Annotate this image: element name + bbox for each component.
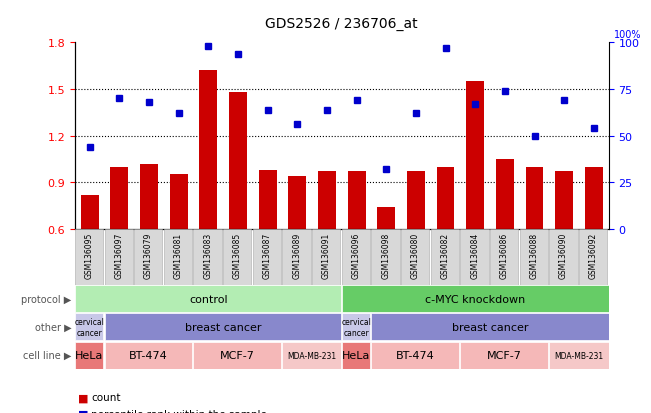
Text: protocol ▶: protocol ▶ bbox=[21, 294, 72, 304]
Bar bbox=[229, 93, 247, 229]
Text: GSM136086: GSM136086 bbox=[500, 232, 509, 278]
Bar bbox=[555, 172, 573, 229]
Bar bbox=[75, 342, 104, 369]
Text: breast cancer: breast cancer bbox=[185, 322, 262, 332]
Bar bbox=[460, 229, 488, 285]
Bar bbox=[348, 172, 365, 229]
Text: HeLa: HeLa bbox=[75, 350, 104, 360]
Text: GSM136092: GSM136092 bbox=[589, 232, 598, 278]
Text: cervical
cancer: cervical cancer bbox=[342, 318, 372, 337]
Text: ■: ■ bbox=[78, 392, 89, 402]
Text: breast cancer: breast cancer bbox=[452, 322, 529, 332]
Text: cell line ▶: cell line ▶ bbox=[23, 350, 72, 360]
Bar bbox=[199, 71, 217, 229]
Text: GSM136082: GSM136082 bbox=[441, 232, 449, 278]
Bar bbox=[549, 229, 577, 285]
Text: GSM136081: GSM136081 bbox=[174, 232, 182, 278]
Bar bbox=[490, 229, 518, 285]
Bar bbox=[75, 229, 103, 285]
Bar bbox=[519, 229, 548, 285]
Bar bbox=[342, 285, 609, 313]
Text: MCF-7: MCF-7 bbox=[220, 350, 255, 360]
Text: GSM136091: GSM136091 bbox=[322, 232, 331, 278]
Bar bbox=[288, 177, 306, 229]
Text: HeLa: HeLa bbox=[342, 350, 370, 360]
Text: GSM136088: GSM136088 bbox=[529, 232, 538, 278]
Bar bbox=[466, 82, 484, 229]
Text: other ▶: other ▶ bbox=[35, 322, 72, 332]
Text: 100%: 100% bbox=[614, 30, 641, 40]
Text: GSM136080: GSM136080 bbox=[411, 232, 420, 278]
Bar bbox=[111, 167, 128, 229]
Bar bbox=[525, 167, 544, 229]
Bar bbox=[283, 342, 340, 369]
Bar bbox=[105, 313, 340, 341]
Text: GSM136085: GSM136085 bbox=[233, 232, 242, 278]
Bar bbox=[170, 175, 187, 229]
Bar bbox=[372, 229, 400, 285]
Text: count: count bbox=[91, 392, 120, 402]
Bar bbox=[193, 342, 281, 369]
Bar bbox=[105, 342, 193, 369]
Bar bbox=[372, 313, 609, 341]
Bar bbox=[134, 229, 162, 285]
Text: GSM136098: GSM136098 bbox=[381, 232, 390, 278]
Bar bbox=[407, 172, 425, 229]
Bar bbox=[223, 229, 251, 285]
Bar bbox=[140, 164, 158, 229]
Bar bbox=[193, 229, 221, 285]
Text: GSM136097: GSM136097 bbox=[115, 232, 123, 278]
Bar bbox=[579, 229, 607, 285]
Text: GSM136096: GSM136096 bbox=[352, 232, 361, 278]
Text: GSM136095: GSM136095 bbox=[85, 232, 94, 278]
Bar bbox=[342, 342, 370, 369]
Text: ■: ■ bbox=[78, 409, 89, 413]
Bar bbox=[75, 313, 104, 341]
Text: percentile rank within the sample: percentile rank within the sample bbox=[91, 409, 267, 413]
Text: GDS2526 / 236706_at: GDS2526 / 236706_at bbox=[266, 17, 418, 31]
Bar bbox=[401, 229, 429, 285]
Text: GSM136079: GSM136079 bbox=[144, 232, 153, 278]
Text: MCF-7: MCF-7 bbox=[487, 350, 522, 360]
Bar bbox=[164, 229, 192, 285]
Bar bbox=[585, 167, 603, 229]
Bar bbox=[431, 229, 459, 285]
Text: MDA-MB-231: MDA-MB-231 bbox=[555, 351, 603, 360]
Bar bbox=[105, 229, 133, 285]
Bar bbox=[312, 229, 340, 285]
Text: GSM136084: GSM136084 bbox=[470, 232, 479, 278]
Text: GSM136087: GSM136087 bbox=[262, 232, 271, 278]
Text: c-MYC knockdown: c-MYC knockdown bbox=[425, 294, 525, 304]
Bar bbox=[342, 229, 370, 285]
Bar bbox=[496, 159, 514, 229]
Text: control: control bbox=[189, 294, 228, 304]
Bar bbox=[81, 195, 98, 229]
Bar bbox=[258, 170, 277, 229]
Text: BT-474: BT-474 bbox=[129, 350, 168, 360]
Text: GSM136083: GSM136083 bbox=[203, 232, 212, 278]
Bar bbox=[318, 172, 336, 229]
Text: MDA-MB-231: MDA-MB-231 bbox=[287, 351, 336, 360]
Bar bbox=[283, 229, 311, 285]
Text: GSM136090: GSM136090 bbox=[559, 232, 568, 278]
Bar bbox=[253, 229, 281, 285]
Bar bbox=[460, 342, 548, 369]
Bar bbox=[75, 285, 340, 313]
Bar bbox=[342, 313, 370, 341]
Bar bbox=[378, 207, 395, 229]
Text: GSM136089: GSM136089 bbox=[292, 232, 301, 278]
Bar bbox=[372, 342, 460, 369]
Bar bbox=[549, 342, 609, 369]
Text: cervical
cancer: cervical cancer bbox=[75, 318, 105, 337]
Bar bbox=[437, 167, 454, 229]
Text: BT-474: BT-474 bbox=[396, 350, 435, 360]
